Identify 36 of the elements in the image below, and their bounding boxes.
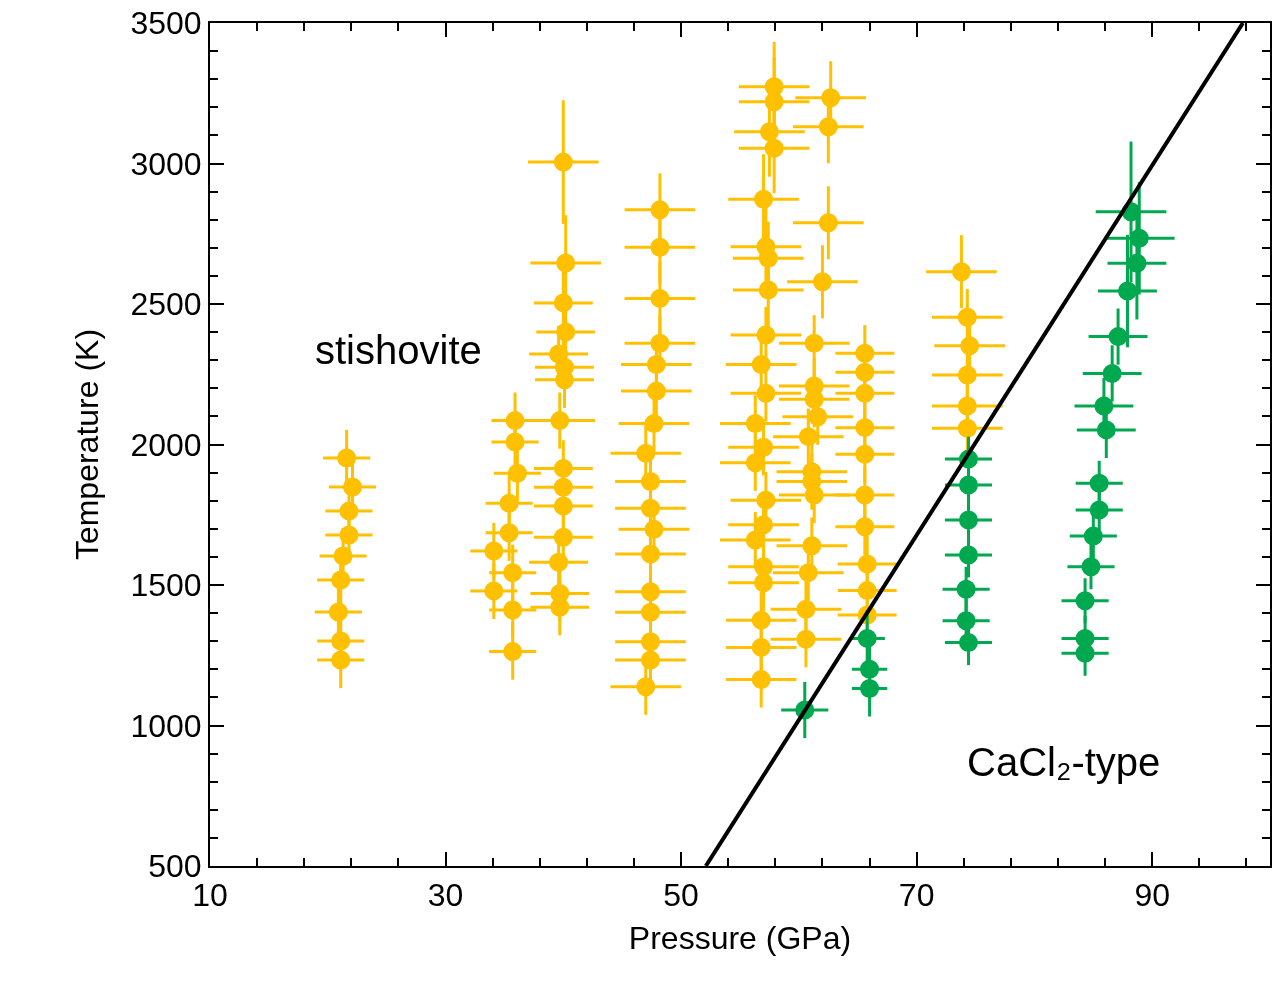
point — [860, 659, 880, 679]
y-tick-label: 2000 — [130, 426, 202, 463]
point — [1094, 396, 1114, 416]
y-tick-label: 3000 — [130, 145, 202, 182]
x-tick-label: 70 — [898, 877, 935, 914]
y-tick-label: 1500 — [130, 567, 202, 604]
point — [959, 633, 978, 653]
x-axis-title: Pressure (GPa) — [628, 919, 852, 956]
point — [1127, 253, 1147, 273]
point — [959, 510, 978, 530]
y-tick-label: 3500 — [130, 5, 202, 42]
point — [1075, 643, 1095, 663]
point — [956, 579, 976, 599]
point — [1118, 281, 1137, 301]
point — [1108, 327, 1128, 347]
point — [1083, 526, 1103, 546]
point — [1096, 420, 1116, 440]
point — [1075, 591, 1095, 611]
point — [1081, 557, 1101, 577]
point — [857, 628, 877, 648]
y-axis-title: Temperature (K) — [69, 328, 106, 561]
point — [860, 678, 880, 698]
annotation: CaCl₂-type — [967, 740, 1161, 784]
point — [1089, 473, 1109, 493]
y-tick-label: 1000 — [130, 707, 202, 744]
x-tick-label: 50 — [663, 877, 699, 914]
point — [956, 611, 976, 631]
x-tick-label: 90 — [1134, 877, 1171, 914]
x-tick-label: 30 — [427, 877, 464, 914]
point — [1089, 500, 1109, 520]
annotation: stishovite — [315, 328, 482, 372]
point — [959, 475, 978, 495]
point — [1102, 363, 1122, 383]
y-tick-label: 2500 — [130, 286, 202, 323]
point — [1129, 228, 1149, 248]
point — [959, 545, 978, 565]
